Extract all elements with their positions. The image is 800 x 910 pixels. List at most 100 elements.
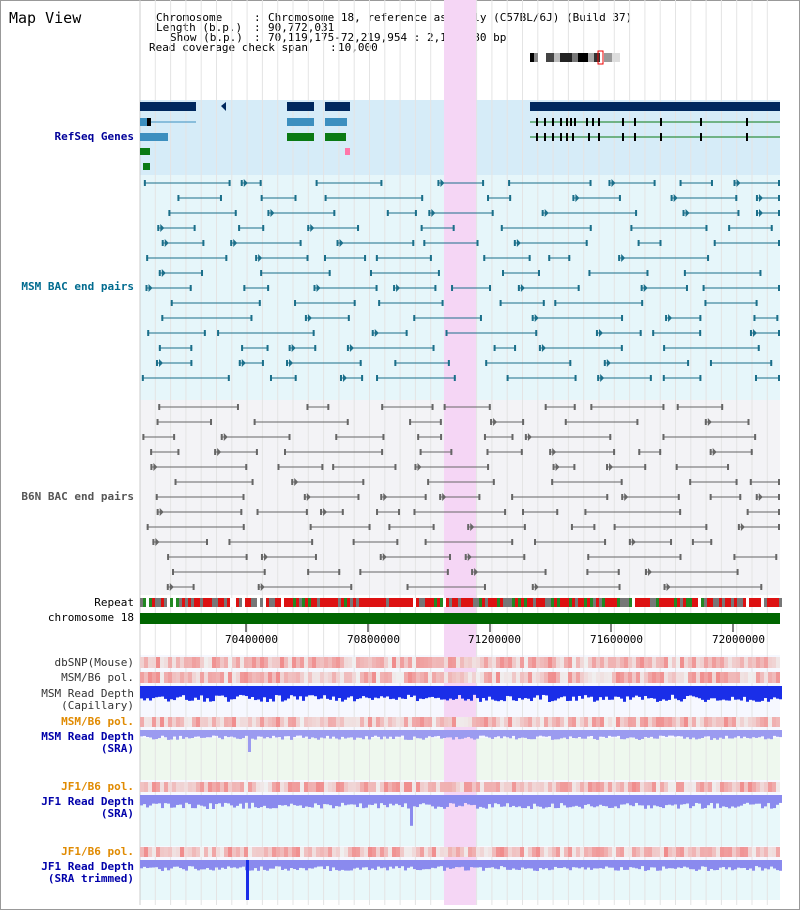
- b6n-bac-pair-end: [735, 479, 738, 485]
- jf1-b6-pol-2-heat-cell: [444, 847, 448, 857]
- jf1-trim-depth-bar: [647, 860, 650, 871]
- msm-bac-pair-end: [487, 195, 490, 201]
- dbsnp-heat-cell: [264, 657, 268, 668]
- msm-bac-pair-end: [240, 180, 243, 186]
- jf1-sra-depth-bar: [614, 795, 617, 807]
- msm-b6-pol-heat-cell: [224, 672, 228, 683]
- b6n-bac-pair-end: [440, 434, 443, 440]
- jf1-trim-depth-bar: [551, 860, 554, 870]
- msm-bac-pair-end: [630, 225, 633, 231]
- dbsnp-heat-cell: [344, 657, 348, 668]
- msm-bac-pair-arrow: [316, 284, 321, 292]
- b6n-bac-pair-end: [242, 494, 245, 500]
- msm-capillary-depth-bar: [644, 686, 647, 697]
- msm-capillary-depth-bar: [416, 686, 419, 702]
- msm-capillary-depth-bar: [482, 686, 485, 699]
- b6n-bac-pair-end: [432, 524, 435, 530]
- dbsnp-heat-cell: [272, 657, 276, 668]
- msm-bac-pair-end: [369, 270, 372, 276]
- jf1-trim-depth-bar: [431, 860, 434, 868]
- dbsnp-heat-cell: [252, 657, 256, 668]
- dbsnp-heat-cell: [260, 657, 264, 668]
- msm-bac-pair-arrow: [161, 269, 166, 277]
- msm-bac-pair-end: [639, 330, 642, 336]
- dbsnp-heat-cell: [316, 657, 320, 668]
- jf1-b6-pol-heat-cell: [704, 782, 708, 792]
- msm-capillary-depth-bar: [623, 686, 626, 702]
- msm-capillary-depth-bar: [224, 686, 227, 698]
- msm-bac-pair-end: [361, 375, 364, 381]
- gene-exon: [552, 133, 554, 141]
- msm-bac-pair-end: [541, 210, 544, 216]
- msm-b6-pol-heat-cell: [204, 672, 208, 683]
- jf1-sra-depth-bar: [182, 795, 185, 809]
- dbsnp-heat-cell: [712, 657, 716, 668]
- jf1-sra-depth-bar: [512, 795, 515, 806]
- msm-sra-depth-bar: [620, 730, 623, 740]
- msm-bac-pair-arrow: [611, 179, 616, 187]
- jf1-sra-depth-bar: [338, 795, 341, 807]
- jf1-trim-depth-bar: [254, 860, 257, 869]
- msm-b6-pol-2-heat-cell: [588, 717, 592, 727]
- msm-bac-pair-arrow: [241, 359, 246, 367]
- repeat-segment: [758, 598, 761, 607]
- msm-b6-pol-heat-cell: [184, 672, 188, 683]
- gene-exon: [598, 133, 600, 141]
- repeat-segment: [554, 598, 557, 607]
- msm-bac-pair-end: [699, 375, 702, 381]
- jf1-b6-pol-heat-cell: [172, 782, 176, 792]
- msm-bac-pair-end: [353, 300, 356, 306]
- jf1-b6-pol-heat-cell: [660, 782, 664, 792]
- jf1-trim-depth-bar: [515, 860, 518, 870]
- msm-sra-depth-bar: [401, 730, 404, 736]
- b6n-bac-pair-arrow: [609, 463, 614, 471]
- msm-capillary-depth-bar: [647, 686, 650, 699]
- msm-bac-pair-end: [597, 375, 600, 381]
- jf1-sra-depth-bar: [344, 795, 347, 806]
- jf1-b6-pol-2-heat-cell: [564, 847, 568, 857]
- jf1-trim-depth-bar: [686, 860, 689, 868]
- repeat-segment: [209, 598, 212, 607]
- msm-sra-depth-bar: [563, 730, 566, 738]
- b6n-bac-pair-end: [755, 494, 758, 500]
- jf1-b6-pol-2-heat-cell: [236, 847, 240, 857]
- msm-sra-depth-bar: [359, 730, 362, 738]
- b6n-bac-pair-end: [564, 419, 567, 425]
- msm-b6-pol-2-heat-cell: [412, 717, 416, 727]
- b6n-bac-pair-end: [277, 464, 280, 470]
- jf1-trim-depth-bar: [644, 860, 647, 871]
- msm-capillary-depth-bar: [545, 686, 548, 696]
- b6n-bac-pair-end: [394, 464, 397, 470]
- b6n-bac-pair-end: [754, 434, 757, 440]
- msm-b6-pol-heat-cell: [140, 672, 144, 683]
- msm-b6-pol-2-heat-cell: [776, 717, 780, 727]
- b6n-bac-pair-end: [260, 554, 263, 560]
- msm-sra-depth-bar: [569, 730, 572, 737]
- jf1-b6-pol-2-heat-cell: [736, 847, 740, 857]
- jf1-trim-depth-bar: [149, 860, 152, 868]
- axis-tick-label: 72000000: [712, 633, 765, 646]
- msm-bac-pair-end: [535, 330, 538, 336]
- repeat-segment: [533, 598, 536, 607]
- msm-bac-pair-end: [429, 255, 432, 261]
- msm-b6-pol-2-heat-cell: [428, 717, 432, 727]
- msm-bac-pair-end: [542, 300, 545, 306]
- jf1-trim-depth-bar: [638, 860, 641, 870]
- jf1-b6-pol-heat-cell: [196, 782, 200, 792]
- msm-b6-pol-2-heat-cell: [356, 717, 360, 727]
- jf1-trim-depth-bar: [710, 860, 713, 870]
- b6n-bac-pair-end: [414, 464, 417, 470]
- jf1-b6-pol-heat-cell: [300, 782, 304, 792]
- msm-b6-pol-2-heat-cell: [152, 717, 156, 727]
- jf1-sra-depth-bar: [527, 795, 530, 807]
- jf1-sra-depth-bar: [443, 795, 446, 809]
- msm-bac-pair-end: [437, 180, 440, 186]
- repeat-segment: [671, 598, 674, 607]
- msm-b6-pol-2-heat-cell: [572, 717, 576, 727]
- msm-b6-pol-2-heat-cell: [272, 717, 276, 727]
- msm-b6-pol-2-heat-cell: [672, 717, 676, 727]
- header-length-label: Length (b.p.): [156, 21, 243, 34]
- dbsnp-heat-cell: [688, 657, 692, 668]
- b6n-bac-pair-end: [214, 449, 217, 455]
